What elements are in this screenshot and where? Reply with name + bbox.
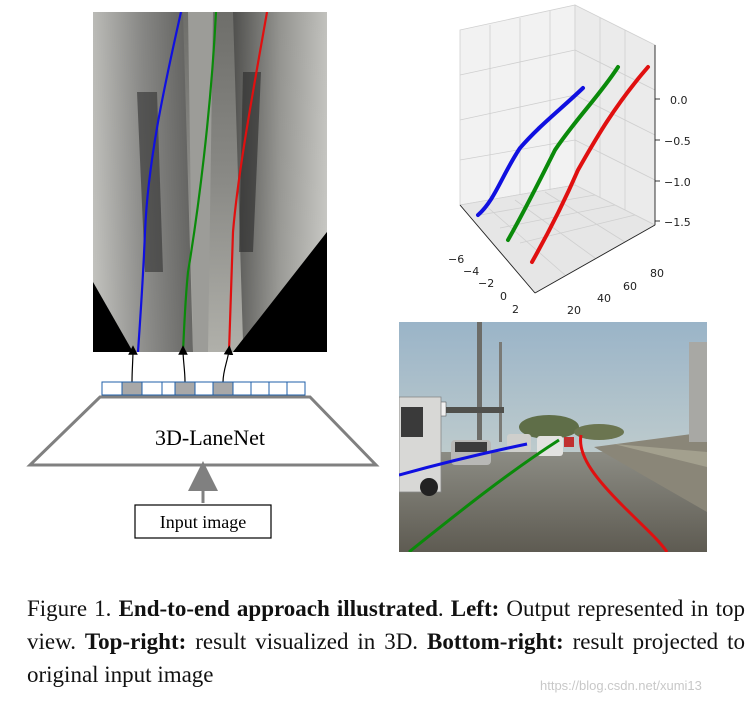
caption-sep: .	[437, 596, 451, 621]
caption-prefix: Figure 1.	[27, 596, 119, 621]
network-label: 3D-LaneNet	[155, 425, 265, 450]
network-trapezoid	[26, 395, 380, 467]
x-tick-2: 40	[597, 292, 611, 305]
lane-left-line	[136, 12, 183, 352]
input-label: Input image	[160, 512, 246, 532]
caption-left-label: Left:	[450, 596, 500, 621]
lane-cam-right	[579, 434, 669, 552]
lane-3d-center	[506, 65, 620, 242]
z-tick-1: 0.0	[670, 94, 688, 107]
camera-image	[399, 322, 707, 552]
z-tick-3: −1.0	[664, 176, 691, 189]
lane-cam-left	[399, 442, 528, 477]
y-tick-4: 0	[500, 290, 507, 303]
input-box	[134, 504, 272, 539]
y-tick-3: −2	[478, 277, 494, 290]
top-view-image	[93, 12, 327, 352]
x-tick-3: 60	[623, 280, 637, 293]
watermark-text: https://blog.csdn.net/xumi13	[540, 678, 702, 693]
caption-bottomright-text: result projected to original input image	[27, 629, 745, 687]
lane-cam-center	[408, 438, 560, 552]
lane-3d-left	[476, 86, 585, 217]
network-diagram: 3D-LaneNet Input image	[26, 345, 380, 539]
caption-bottomright-label: Bottom-right:	[426, 629, 564, 654]
caption-topright-text: result visualized in 3D.	[186, 629, 427, 654]
caption-title: End-to-end approach illustrated	[118, 596, 438, 621]
lane-right-line	[227, 12, 269, 352]
x-tick-4: 80	[650, 267, 664, 280]
lane-3d-right	[530, 65, 650, 264]
x-tick-1: 20	[567, 304, 581, 317]
y-tick-2: −4	[463, 265, 479, 278]
figure-caption: Figure 1. End-to-end approach illustrate…	[27, 592, 745, 691]
arrow-up-1	[128, 345, 138, 383]
caption-topright-label: Top-right:	[84, 629, 187, 654]
y-tick-5: 2	[512, 303, 519, 316]
output-cells	[101, 381, 306, 396]
z-tick-4: −1.5	[664, 216, 691, 229]
lane-center-line	[181, 12, 218, 352]
z-tick-2: −0.5	[664, 135, 691, 148]
y-tick-1: −6	[448, 253, 464, 266]
caption-left-text: Output represented in top view.	[27, 596, 745, 654]
arrow-up-3	[222, 345, 234, 383]
arrow-up-2	[178, 345, 188, 383]
plot-3d: 0.0 −0.5 −1.0 −1.5 20 40 60 80 −6 −4 −2 …	[448, 4, 691, 317]
